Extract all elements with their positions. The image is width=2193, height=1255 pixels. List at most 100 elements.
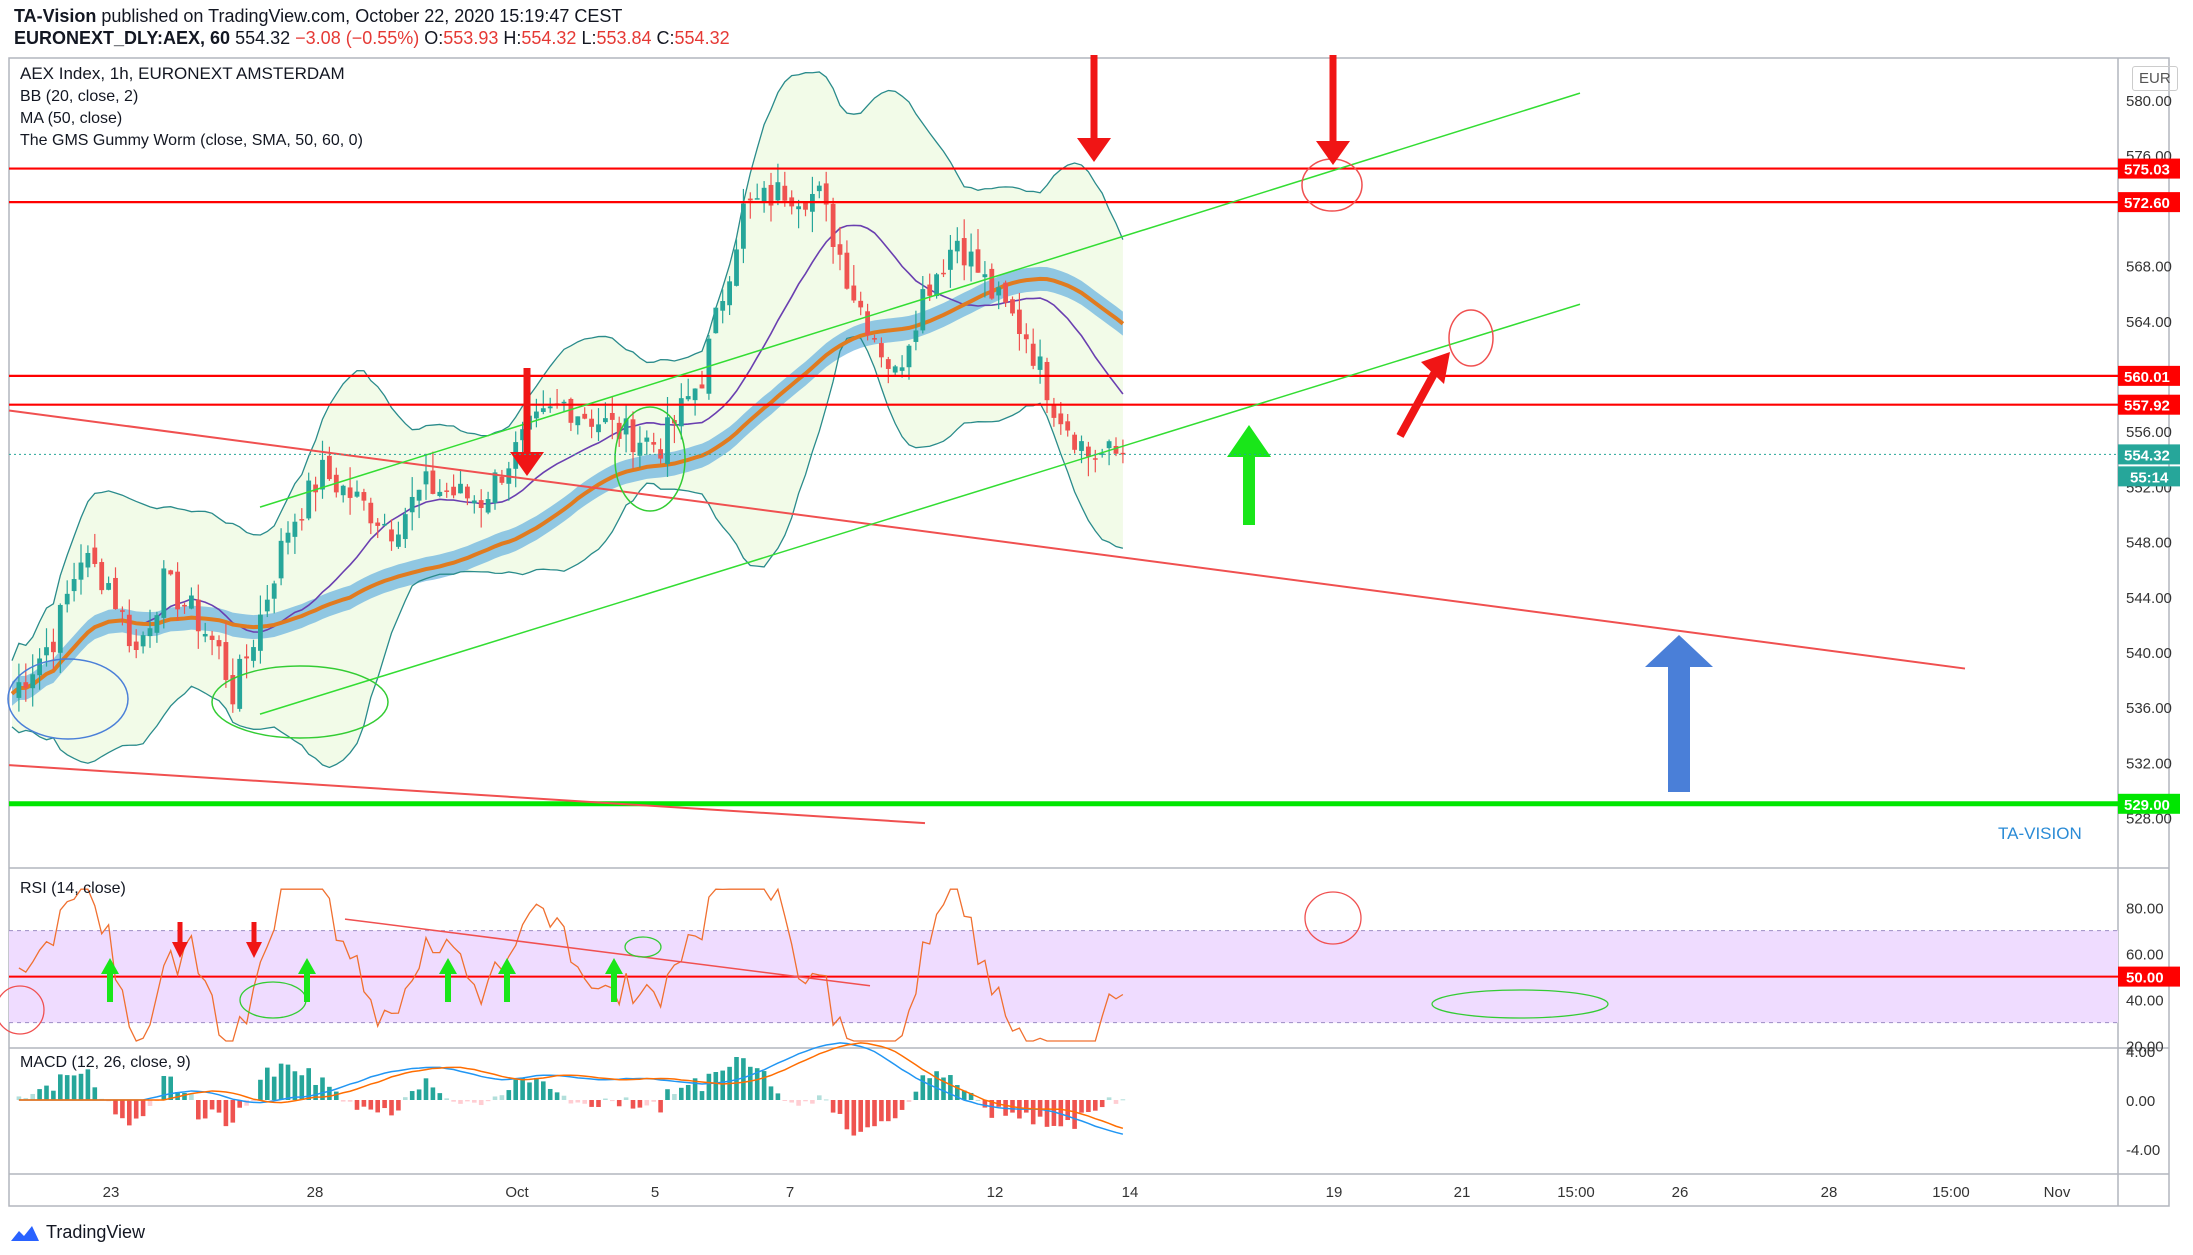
macd-histogram-bar [437,1093,443,1100]
candle-body [782,185,788,201]
macd-histogram-bar [306,1068,311,1100]
macd-histogram-bar [237,1100,242,1108]
macd-histogram-bar [492,1096,498,1100]
rsi-green-arrow [445,972,451,1002]
candle-body [347,487,353,498]
macd-histogram-bar [1058,1100,1064,1127]
candle-body [492,472,498,503]
chart-title: AEX Index, 1h, EURONEXT AMSTERDAM [20,64,345,83]
y-tick-label: 556.00 [2126,424,2172,441]
bollinger-band-fill [12,71,1123,768]
macd-histogram-bar [541,1081,546,1100]
candle-body [623,418,629,435]
tradingview-logo[interactable]: TradingView [10,1222,145,1243]
macd-histogram-bar [596,1100,601,1107]
candle-body [485,499,491,513]
candle-body [720,301,726,311]
candle-body [44,647,49,656]
green-up-arrow [1227,425,1271,457]
macd-histogram-bar [209,1100,215,1110]
macd-histogram-bar [354,1100,360,1110]
candle-body [106,583,111,590]
macd-histogram-bar [699,1091,705,1100]
macd-histogram-bar [230,1100,236,1123]
x-tick-label: 5 [651,1184,659,1201]
lower-downtrend-line [8,764,926,825]
watermark-text: TA-VISION [1998,824,2082,843]
macd-histogram-bar [92,1087,98,1100]
macd-histogram-bar [1079,1100,1084,1113]
candle-body [941,272,946,275]
y-tick-label: 528.00 [2126,811,2172,828]
macd-histogram-bar [906,1100,912,1102]
candle-body [30,674,36,689]
macd-histogram-bar [851,1100,857,1136]
currency-button[interactable]: EUR [2132,66,2178,91]
candle-body [133,641,139,650]
macd-histogram-bar [506,1090,512,1100]
macd-histogram-bar [409,1091,415,1100]
macd-histogram-bar [761,1071,767,1100]
macd-histogram-bar [720,1070,725,1100]
x-tick-label: Nov [2044,1184,2071,1201]
high-value: 554.32 [521,28,577,48]
candle-body [154,615,160,633]
price-label-box [2118,158,2180,179]
candle-body [713,307,719,334]
candle-body [271,583,277,599]
macd-histogram-bar [547,1088,553,1100]
macd-histogram-bar [1037,1100,1043,1117]
candle-body [320,459,325,490]
candle-body [816,185,822,192]
macd-histogram-bar [1099,1100,1105,1108]
macd-tick-label: -4.00 [2126,1142,2160,1159]
rsi-red-arrow [172,942,188,958]
candle-body [727,281,732,306]
candle-body [423,471,429,485]
candle-body [230,675,236,705]
price-label-text: 572.60 [2124,195,2170,212]
y-tick-label: 564.00 [2126,314,2172,331]
candle-body [692,388,698,401]
macd-histogram-bar [768,1086,774,1100]
macd-histogram-bar [948,1075,953,1100]
candle-body [520,429,525,441]
red-down-arrow [1090,55,1098,140]
macd-histogram-bar [568,1100,574,1104]
x-tick-label: 19 [1326,1184,1343,1201]
candle-body [996,287,1002,296]
candlestick-series [16,163,1126,713]
candle-body [1017,309,1022,335]
candle-body [299,519,305,521]
candle-body [651,442,657,445]
axes: 580.00576.00568.00564.00556.00552.00548.… [103,93,2172,1201]
macd-histogram-bar [520,1078,525,1100]
macd-histogram-bar [872,1100,877,1127]
rsi-pane [0,887,2118,1042]
publisher-name: TA-Vision [14,6,97,26]
candle-body [499,476,505,483]
candle-body [264,599,270,612]
macd-tick-label: 4.00 [2126,1044,2155,1061]
candle-body [361,492,367,501]
macd-histogram-bar [734,1056,739,1100]
candle-body [202,633,208,637]
macd-histogram-bar [713,1071,719,1100]
macd-histogram-bar [375,1100,380,1113]
macd-histogram-bar [416,1089,422,1100]
macd-signal-line [18,1042,1124,1130]
rsi-ellipse [624,936,662,958]
candle-body [561,401,567,404]
highlight-ellipse [7,658,129,740]
candle-body [430,470,436,494]
rsi-green-arrow [304,972,310,1002]
macd-histogram-bar [444,1098,449,1100]
candle-body [968,251,974,267]
macd-histogram-bar [1086,1100,1091,1112]
macd-histogram-bar [189,1093,194,1100]
x-tick-label: 7 [786,1184,794,1201]
macd-histogram-bar [603,1098,608,1100]
macd-histogram-bar [340,1100,346,1102]
macd-tick-label: 0.00 [2126,1093,2155,1110]
